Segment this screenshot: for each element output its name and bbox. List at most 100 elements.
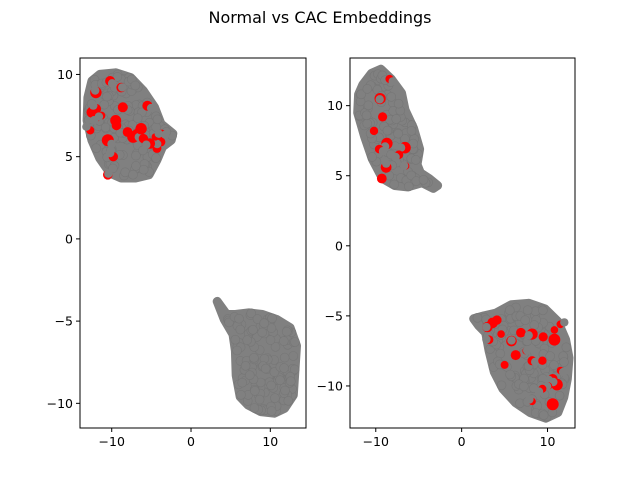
normal-point	[153, 139, 162, 149]
normal-point	[245, 370, 255, 381]
normal-point	[561, 342, 572, 353]
normal-point	[246, 308, 256, 319]
cac-point	[378, 112, 388, 122]
right-subplot: −10 0 10 −10 −5 0 5 10	[317, 57, 576, 449]
y-tick-label: 10	[57, 67, 73, 82]
normal-point	[391, 152, 400, 162]
normal-point	[391, 114, 402, 124]
normal-point	[107, 79, 117, 88]
left-subplot: −10 0 10 −10 −5 0 5 10	[47, 57, 307, 449]
cac-point	[538, 332, 548, 342]
normal-point	[505, 369, 515, 380]
normal-point	[403, 181, 414, 192]
normal-point	[375, 95, 384, 104]
normal-point	[152, 114, 163, 125]
axes-frame	[349, 57, 576, 429]
normal-point	[275, 375, 285, 386]
normal-point	[529, 320, 540, 330]
normal-point	[545, 351, 556, 361]
normal-point	[270, 393, 280, 403]
normal-point	[142, 140, 151, 149]
cac-point	[135, 123, 147, 135]
normal-point	[363, 100, 374, 111]
y-tick-label: 0	[65, 231, 73, 246]
normal-point	[154, 129, 163, 138]
normal-point	[161, 130, 170, 139]
figure-title: Normal vs CAC Embeddings	[208, 8, 432, 27]
normal-point	[91, 143, 101, 153]
normal-point	[560, 318, 569, 327]
normal-point	[91, 86, 100, 95]
scatter-plot-area	[82, 68, 301, 418]
cac-point	[548, 333, 561, 346]
normal-point	[235, 324, 246, 335]
normal-point	[534, 387, 544, 396]
normal-point	[482, 322, 491, 332]
cac-point	[538, 356, 547, 365]
normal-point	[104, 169, 113, 178]
cac-point	[497, 330, 505, 338]
normal-point	[99, 99, 109, 110]
normal-point	[396, 143, 406, 152]
normal-point	[281, 326, 292, 337]
normal-point	[280, 385, 290, 396]
normal-point	[230, 334, 241, 345]
normal-point	[279, 352, 290, 363]
normal-point	[131, 150, 141, 161]
normal-point	[524, 331, 533, 340]
normal-point	[257, 327, 268, 338]
normal-point	[507, 336, 516, 345]
normal-point	[378, 147, 388, 156]
normal-point	[382, 159, 391, 168]
normal-point	[265, 335, 276, 345]
y-tick-label: −5	[325, 308, 343, 323]
y-tick-label: 5	[335, 168, 343, 183]
normal-point	[248, 324, 258, 335]
normal-point	[89, 101, 98, 110]
normal-point	[106, 148, 115, 158]
cac-point	[369, 126, 379, 136]
normal-point	[472, 312, 483, 323]
normal-point	[146, 103, 156, 113]
cac-point	[500, 360, 509, 369]
normal-point	[82, 122, 91, 131]
normal-point	[260, 363, 271, 374]
cac-point	[376, 173, 387, 184]
x-tick-label: −10	[99, 434, 125, 449]
normal-point	[393, 128, 403, 139]
normal-point	[356, 89, 366, 100]
normal-point	[234, 313, 244, 324]
normal-point	[389, 179, 400, 190]
normal-point	[290, 337, 300, 347]
normal-point	[267, 313, 277, 324]
normal-point	[132, 113, 143, 123]
normal-point	[559, 357, 569, 367]
normal-point	[400, 161, 409, 170]
normal-point	[538, 305, 548, 316]
normal-point	[278, 336, 289, 346]
normal-point	[128, 169, 138, 180]
normal-point	[107, 139, 116, 149]
normal-point	[519, 381, 529, 392]
normal-point	[237, 377, 247, 388]
normal-point	[410, 155, 421, 165]
scatter-plot-area	[353, 64, 574, 423]
normal-point	[266, 380, 277, 391]
normal-point	[559, 367, 568, 377]
y-tick-label: 0	[335, 238, 343, 253]
cac-point	[546, 398, 559, 411]
normal-point	[130, 80, 141, 91]
y-tick-label: 10	[327, 98, 343, 113]
normal-point	[289, 364, 300, 375]
normal-point	[523, 346, 532, 355]
normal-point	[538, 410, 549, 421]
cac-point	[111, 120, 122, 131]
normal-point	[232, 345, 242, 356]
normal-point	[151, 153, 161, 163]
normal-point	[250, 386, 260, 396]
normal-point	[279, 363, 289, 373]
normal-point	[496, 380, 507, 391]
normal-point	[554, 390, 565, 401]
cac-point	[510, 350, 521, 361]
